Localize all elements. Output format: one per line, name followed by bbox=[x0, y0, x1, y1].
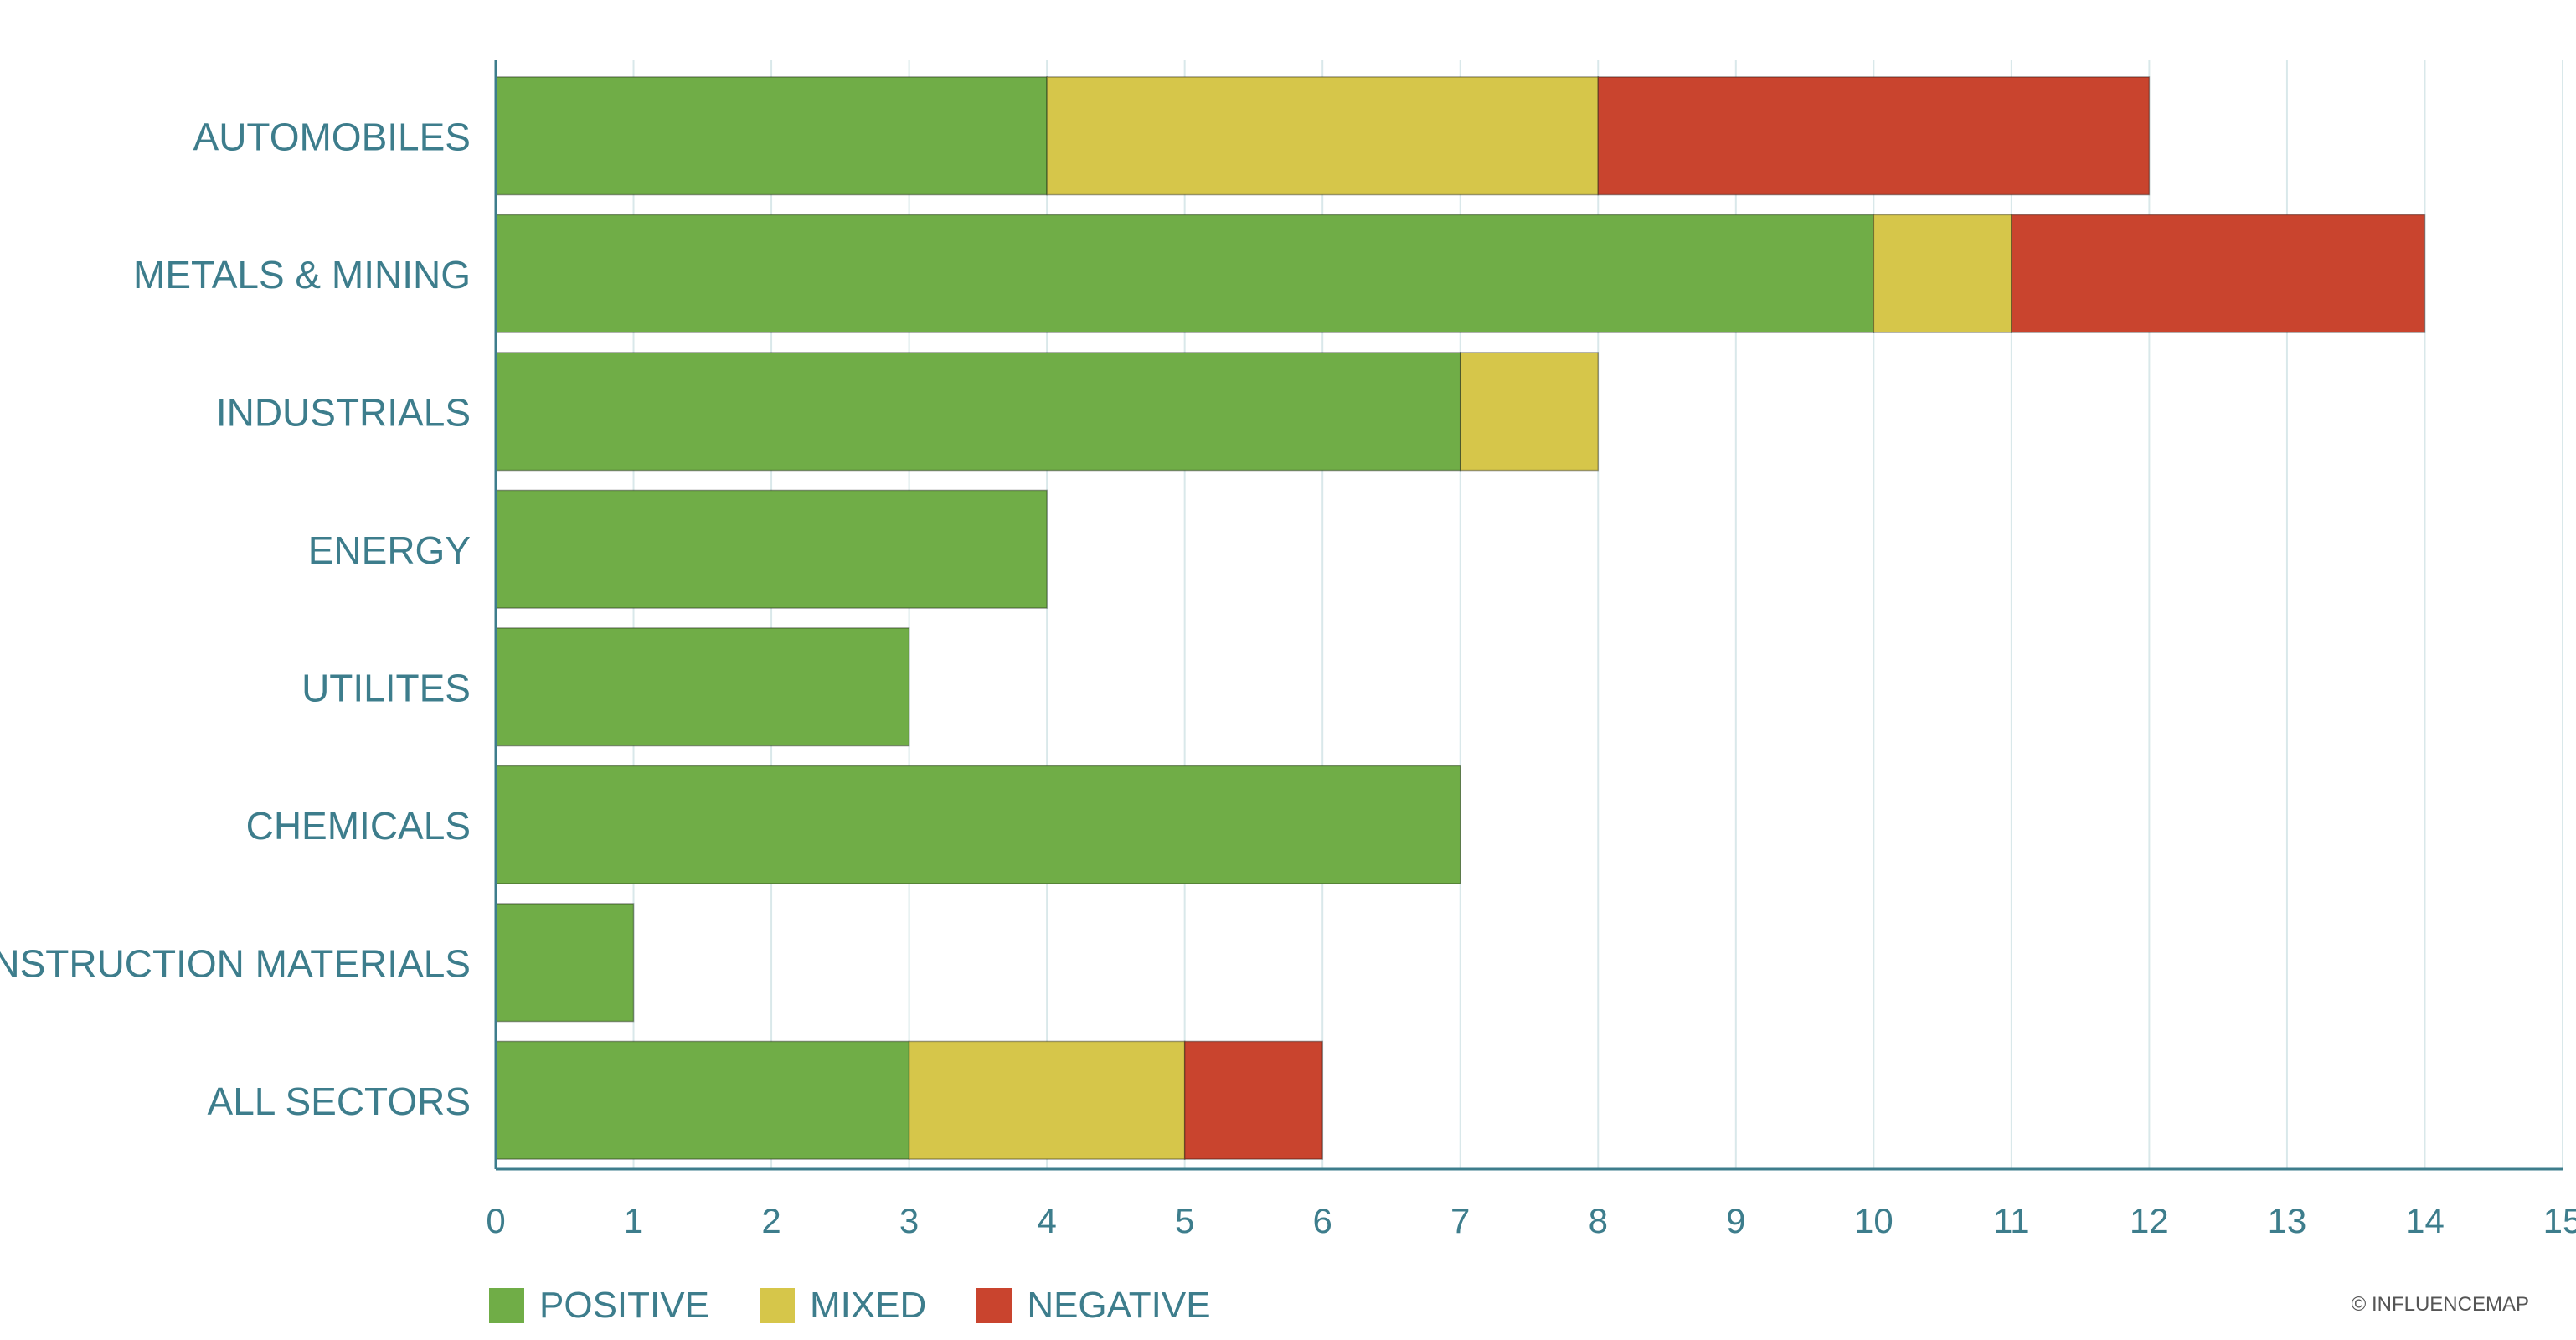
legend-swatch-positive bbox=[489, 1288, 524, 1323]
bar-positive-3 bbox=[495, 489, 1048, 609]
category-label-7: ALL SECTORS bbox=[208, 1080, 471, 1123]
legend-item-mixed: MIXED bbox=[759, 1285, 927, 1327]
bar-positive-2 bbox=[495, 352, 1461, 472]
bar-positive-7 bbox=[495, 1040, 910, 1160]
x-tick-label-1: 1 bbox=[624, 1201, 643, 1240]
category-label-2: INDUSTRIALS bbox=[216, 390, 471, 434]
legend-label-mixed: MIXED bbox=[809, 1285, 927, 1326]
category-label-6: CONSTRUCTION MATERIALS bbox=[0, 941, 471, 985]
bars bbox=[495, 76, 2426, 1160]
x-tick-labels: 0 1 2 3 4 5 6 7 8 9 10 11 12 13 14 15 bbox=[486, 1201, 2576, 1240]
x-tick-label-15: 15 bbox=[2543, 1201, 2576, 1240]
category-label-4: UTILITES bbox=[301, 666, 471, 709]
x-tick-label-4: 4 bbox=[1037, 1201, 1056, 1240]
bar-negative-1 bbox=[2011, 214, 2426, 333]
x-tick-label-10: 10 bbox=[1854, 1201, 1893, 1240]
bar-negative-0 bbox=[1597, 76, 2151, 196]
legend-label-negative: NEGATIVE bbox=[1027, 1285, 1211, 1326]
category-label-3: ENERGY bbox=[308, 528, 471, 572]
bar-positive-6 bbox=[495, 903, 635, 1023]
credit-text: © INFLUENCEMAP bbox=[2351, 1293, 2529, 1316]
category-label-5: CHEMICALS bbox=[246, 804, 471, 848]
bar-mixed-2 bbox=[1459, 352, 1600, 472]
bar-negative-7 bbox=[1183, 1040, 1323, 1160]
x-tick-label-6: 6 bbox=[1313, 1201, 1332, 1240]
x-tick-label-7: 7 bbox=[1450, 1201, 1470, 1240]
x-tick-label-13: 13 bbox=[2268, 1201, 2307, 1240]
category-labels: AUTOMOBILES METALS & MINING INDUSTRIALS ENE… bbox=[0, 115, 471, 1123]
x-tick-label-14: 14 bbox=[2405, 1201, 2445, 1240]
bar-mixed-0 bbox=[1046, 76, 1600, 196]
bar-positive-1 bbox=[495, 214, 1875, 333]
x-tick-label-9: 9 bbox=[1726, 1201, 1745, 1240]
x-tick-label-12: 12 bbox=[2130, 1201, 2169, 1240]
bar-mixed-1 bbox=[1873, 214, 2012, 333]
legend-swatch-negative bbox=[976, 1288, 1012, 1323]
bar-positive-4 bbox=[495, 627, 910, 747]
bar-positive-5 bbox=[495, 765, 1461, 884]
bar-mixed-7 bbox=[908, 1040, 1186, 1160]
x-tick-label-11: 11 bbox=[1993, 1201, 2030, 1240]
bar-positive-0 bbox=[495, 76, 1048, 196]
axes bbox=[494, 60, 2563, 1171]
legend-item-negative: NEGATIVE bbox=[976, 1285, 1211, 1327]
category-label-1: METALS & MINING bbox=[133, 253, 471, 296]
legend-swatch-mixed bbox=[759, 1288, 795, 1323]
legend-item-positive: POSITIVE bbox=[489, 1285, 709, 1327]
x-tick-label-2: 2 bbox=[761, 1201, 781, 1240]
legend: POSITIVE MIXED NEGATIVE bbox=[489, 1285, 1261, 1327]
x-tick-label-0: 0 bbox=[486, 1201, 505, 1240]
x-tick-label-5: 5 bbox=[1175, 1201, 1194, 1240]
category-label-0: AUTOMOBILES bbox=[193, 115, 471, 158]
legend-label-positive: POSITIVE bbox=[539, 1285, 709, 1326]
x-tick-label-8: 8 bbox=[1589, 1201, 1608, 1240]
x-tick-label-3: 3 bbox=[899, 1201, 919, 1240]
